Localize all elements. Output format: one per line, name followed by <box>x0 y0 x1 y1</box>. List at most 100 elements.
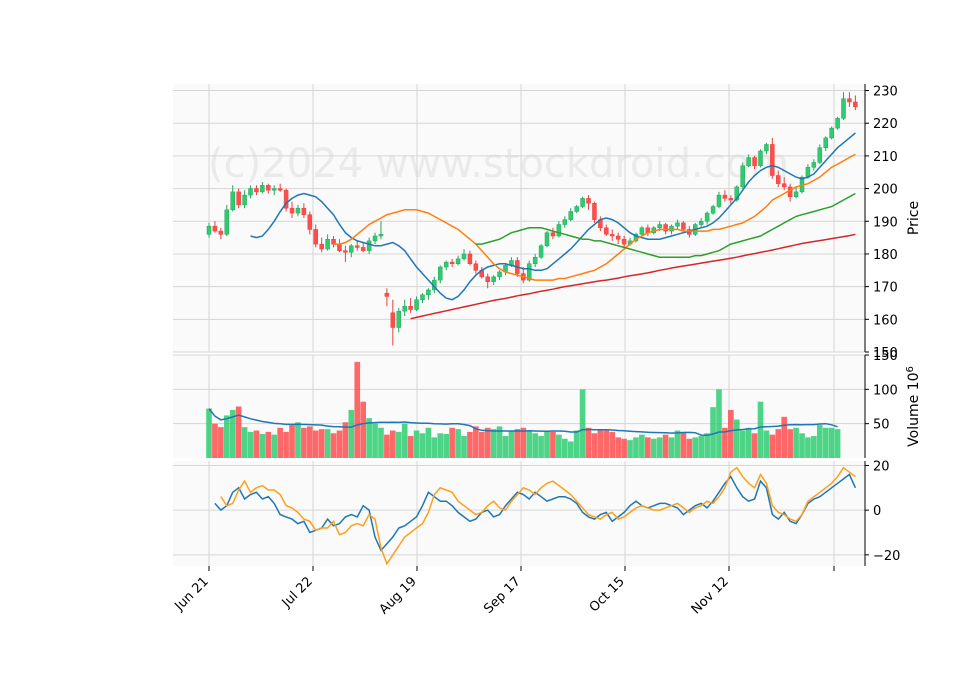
volume-bar <box>425 427 432 458</box>
volume-bar <box>633 437 639 458</box>
candle-body <box>698 221 704 225</box>
candle-body <box>574 206 579 212</box>
candle-body <box>224 209 230 235</box>
candle-body <box>473 263 479 271</box>
moving-average-line-4 <box>410 233 856 320</box>
candle-body <box>260 185 265 193</box>
candle-body <box>277 188 283 191</box>
volume-bar <box>206 408 212 458</box>
volume-bar <box>395 431 402 458</box>
volume-bar <box>751 433 758 458</box>
volume-tick-label: 150 <box>873 349 898 364</box>
volume-bar <box>722 427 728 458</box>
volume-bar <box>781 416 788 458</box>
oscillator-panel <box>173 461 865 566</box>
volume-tick-label: 100 <box>873 383 898 398</box>
candle-body <box>728 198 734 201</box>
volume-bar <box>639 434 645 458</box>
volume-bar <box>330 433 337 458</box>
candle-body <box>349 245 354 253</box>
volume-bar <box>324 429 331 458</box>
candle-body <box>681 222 686 230</box>
volume-bar <box>763 430 770 458</box>
volume-bar <box>710 407 716 458</box>
candle-body <box>283 189 289 209</box>
volume-bar <box>490 429 497 458</box>
volume-bar <box>312 430 319 458</box>
x-tick-label: Jun 21 <box>172 574 212 614</box>
volume-bar <box>561 438 568 458</box>
oscillator-tick-label: 0 <box>873 504 881 519</box>
candle-body <box>568 211 573 220</box>
candle-body <box>230 191 235 211</box>
volume-bar <box>259 433 266 458</box>
candle-body <box>396 310 402 328</box>
volume-bar <box>253 430 260 458</box>
volume-bar <box>799 433 805 458</box>
volume-bar <box>573 430 580 458</box>
x-tick-label: Oct 15 <box>587 574 628 615</box>
volume-bar <box>372 423 378 458</box>
candle-body <box>372 235 378 242</box>
volume-bar <box>360 401 366 458</box>
candle-body <box>604 227 609 235</box>
candle-body <box>562 219 568 225</box>
volume-bar <box>757 401 764 458</box>
volume-bar <box>733 419 740 458</box>
volume-bar <box>502 436 509 458</box>
volume-bar <box>769 434 776 458</box>
volume-bar <box>247 431 254 458</box>
volume-bar <box>567 441 574 458</box>
candle-body <box>550 232 556 237</box>
price-tick-label: 180 <box>873 248 898 263</box>
volume-bar <box>615 437 621 458</box>
candle-body <box>853 101 858 108</box>
moving-average-line-1 <box>250 132 856 301</box>
volume-bar <box>390 430 396 458</box>
volume-axis-label: Volume 106 <box>905 366 923 447</box>
candle-body <box>835 118 840 129</box>
volume-bar <box>484 427 491 458</box>
watermark-text: (c)2024 www.stockdroid.com <box>208 141 789 187</box>
volume-bar <box>787 429 793 458</box>
candle-body <box>355 245 360 248</box>
candle-body <box>586 198 591 204</box>
candle-body <box>289 207 295 214</box>
price-tick-label: 220 <box>873 117 898 132</box>
candle-body <box>212 225 218 232</box>
candle-body <box>716 194 722 207</box>
volume-bar <box>728 409 734 458</box>
candle-body <box>770 144 775 176</box>
volume-bar <box>698 436 705 458</box>
candle-body <box>295 207 301 214</box>
candle-body <box>343 250 348 253</box>
volume-bar <box>834 429 841 458</box>
candle-body <box>734 186 740 201</box>
candle-body <box>337 243 342 251</box>
volume-bar <box>384 434 390 458</box>
candle-body <box>704 212 710 222</box>
volume-bar <box>692 437 699 458</box>
price-tick-label: 160 <box>873 313 898 328</box>
candle-body <box>266 185 271 191</box>
candle-body <box>829 127 834 139</box>
candle-body <box>254 188 259 193</box>
oscillator-tick-label: −20 <box>873 549 900 564</box>
volume-bar <box>295 422 301 458</box>
candle-body <box>580 198 585 207</box>
volume-bar <box>218 427 224 458</box>
candle-body <box>438 266 443 281</box>
candle-body <box>420 294 425 300</box>
x-tick-label: Jul 22 <box>279 574 316 611</box>
volume-bar <box>514 429 521 458</box>
volume-bar <box>401 423 408 458</box>
volume-bar <box>680 431 687 458</box>
volume-bar <box>461 436 467 458</box>
candle-body <box>426 289 431 296</box>
volume-bar <box>301 427 307 458</box>
volume-tick-label: 50 <box>873 418 890 433</box>
price-tick-label: 190 <box>873 215 898 230</box>
volume-bar <box>223 415 230 458</box>
candle-body <box>271 188 277 191</box>
